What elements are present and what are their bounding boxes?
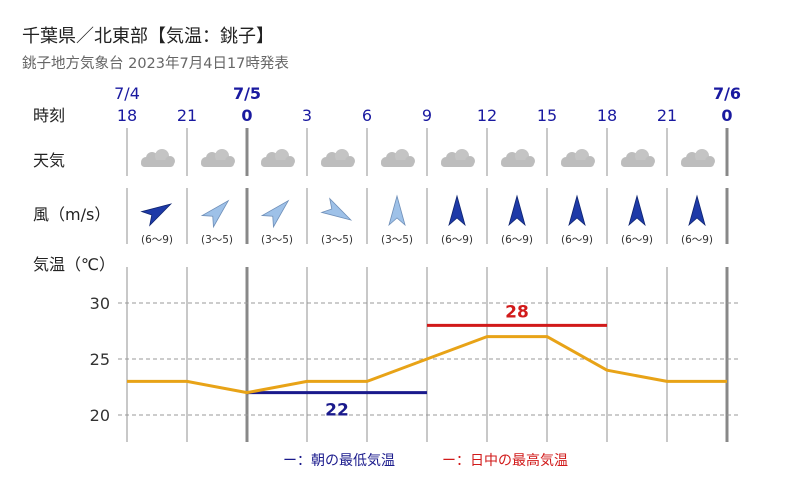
cloud-icon: [681, 149, 715, 167]
wind-arrow-icon: [260, 199, 290, 229]
wind-arrow-icon: [200, 199, 230, 229]
date-label: 7/5: [233, 84, 261, 103]
max-temp-label: 28: [505, 302, 529, 322]
row-label-time: 時刻: [33, 106, 65, 125]
cloud-icon: [561, 149, 595, 167]
y-tick-label: 20: [90, 406, 110, 425]
row-label-weather: 天気: [33, 151, 65, 170]
weather-icons: [141, 149, 715, 167]
legend-min-temp: ー：朝の最低気温: [283, 453, 395, 469]
cloud-icon: [381, 149, 415, 167]
page-subtitle: 銚子地方気象台 2023年7月4日17時発表: [22, 56, 289, 72]
wind-arrow-icon: [628, 194, 646, 227]
hour-label: 21: [657, 106, 677, 125]
wind-speed-label: (3～5): [201, 234, 233, 246]
date-label: 7/6: [713, 84, 741, 103]
wind-arrow-icon: [508, 194, 526, 227]
wind-speed-label: (3～5): [261, 234, 293, 246]
cloud-icon: [621, 149, 655, 167]
temperature-series: [126, 335, 728, 395]
wind-speed-label: (6～9): [441, 234, 473, 246]
hour-label: 15: [537, 106, 557, 125]
cloud-icon: [501, 149, 535, 167]
wind-arrow-icon: [320, 197, 353, 221]
min-max-markers: 22 28: [247, 302, 607, 421]
wind-speed-label: (6～9): [621, 234, 653, 246]
cloud-icon: [321, 149, 355, 167]
wind-arrows: (6～9) (3～5) (3～5) (3～5) (3～5) (6～9) (6～9) (6～9)…: [140, 194, 713, 246]
hour-label: 21: [177, 106, 197, 125]
wind-speed-label: (3～5): [381, 234, 413, 246]
hour-label: 3: [302, 106, 312, 125]
page-title: 千葉県／北東部【気温：銚子】: [22, 26, 274, 47]
date-labels: 7/4 7/5 7/6: [114, 84, 741, 103]
wind-arrow-icon: [448, 194, 466, 227]
hour-label: 12: [477, 106, 497, 125]
wind-arrow-icon: [388, 194, 406, 227]
hour-label: 18: [597, 106, 617, 125]
date-label: 7/4: [114, 84, 140, 103]
hour-label: 9: [422, 106, 432, 125]
wind-speed-label: (6～9): [561, 234, 593, 246]
wind-speed-label: (6～9): [141, 234, 173, 246]
y-axis-ticks: 20 25 30: [90, 294, 110, 425]
cloud-icon: [261, 149, 295, 167]
row-label-temperature: 気温（℃）: [33, 255, 115, 274]
cloud-icon: [441, 149, 475, 167]
hour-label: 0: [241, 106, 252, 125]
wind-speed-label: (3～5): [321, 234, 353, 246]
wind-arrow-icon: [568, 194, 586, 227]
time-gridlines: [126, 128, 729, 442]
y-tick-label: 30: [90, 294, 110, 313]
cloud-icon: [201, 149, 235, 167]
hour-label: 0: [721, 106, 732, 125]
wind-arrow-icon: [688, 194, 706, 227]
min-temp-label: 22: [325, 401, 349, 421]
row-label-wind: 風（m/s）: [33, 205, 110, 224]
wind-speed-label: (6～9): [681, 234, 713, 246]
hour-label: 6: [362, 106, 372, 125]
legend-max-temp: ー：日中の最高気温: [442, 452, 568, 469]
wind-arrow-icon: [140, 203, 173, 227]
cloud-icon: [141, 149, 175, 167]
hour-labels: 18 21 0 3 6 9 12 15 18 21 0: [117, 106, 733, 125]
wind-speed-label: (6～9): [501, 234, 533, 246]
y-tick-label: 25: [90, 350, 110, 369]
hour-label: 18: [117, 106, 137, 125]
